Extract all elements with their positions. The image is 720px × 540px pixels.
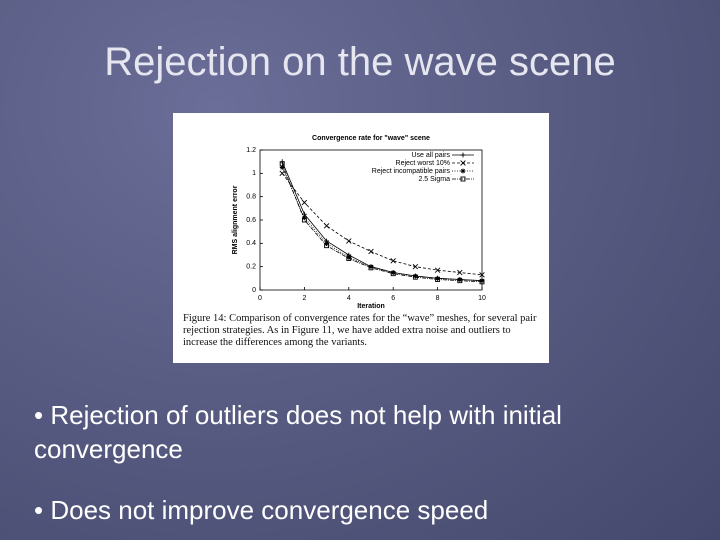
point bbox=[434, 267, 441, 273]
point bbox=[279, 170, 285, 177]
legend-label: Reject worst 10% bbox=[396, 160, 450, 167]
bullet: • Does not improve convergence speed bbox=[34, 495, 489, 525]
point bbox=[346, 254, 352, 260]
point bbox=[479, 272, 485, 278]
point bbox=[412, 274, 418, 280]
point bbox=[479, 279, 485, 285]
point bbox=[301, 217, 307, 223]
point bbox=[279, 161, 285, 167]
point bbox=[368, 248, 374, 255]
legend-label: 2.5 Sigma bbox=[418, 176, 450, 183]
legend-marker bbox=[460, 152, 466, 158]
point bbox=[390, 258, 396, 264]
x-axis-label: Iteration bbox=[357, 303, 385, 310]
series-line bbox=[281, 167, 483, 282]
x-tick-label: 0 bbox=[258, 295, 262, 302]
x-tick-label: 10 bbox=[478, 295, 486, 302]
legend-marker bbox=[460, 176, 466, 182]
point bbox=[457, 277, 463, 282]
point bbox=[479, 278, 485, 284]
point bbox=[390, 270, 396, 275]
point bbox=[390, 271, 396, 277]
y-tick-label: 0.6 bbox=[246, 217, 256, 224]
legend-label: Use all pairs bbox=[411, 152, 450, 159]
legend-label: Reject incompatible pairs bbox=[372, 168, 451, 175]
slide-title: Rejection on the wave scene bbox=[104, 40, 616, 84]
legend-marker bbox=[460, 168, 466, 174]
series-line bbox=[281, 163, 483, 283]
point bbox=[435, 277, 441, 282]
point bbox=[413, 273, 418, 279]
y-tick-label: 0.8 bbox=[246, 194, 256, 201]
point bbox=[435, 275, 440, 281]
y-tick-label: 0.2 bbox=[246, 264, 256, 271]
x-tick-label: 8 bbox=[436, 295, 440, 302]
point bbox=[323, 223, 330, 229]
point bbox=[346, 238, 352, 244]
chart: Convergence rate for "wave" scene Iterat… bbox=[232, 135, 486, 310]
x-tick-label: 6 bbox=[391, 295, 395, 302]
series-line bbox=[281, 173, 483, 276]
y-axis-label: RMS alignment error bbox=[232, 185, 239, 254]
point bbox=[412, 263, 419, 270]
point bbox=[346, 256, 352, 261]
y-tick-label: 0 bbox=[252, 287, 256, 294]
figure: Convergence rate for "wave" scene Iterat… bbox=[173, 113, 549, 363]
figure-caption: Figure 14: Comparison of convergence rat… bbox=[183, 313, 537, 348]
bullet: • Rejection of outliers does not help wi… bbox=[34, 400, 562, 464]
point bbox=[279, 165, 285, 170]
y-tick-label: 1 bbox=[252, 170, 256, 177]
point bbox=[368, 265, 374, 271]
chart-title: Convergence rate for "wave" scene bbox=[312, 135, 430, 142]
legend-marker bbox=[460, 160, 466, 166]
point bbox=[368, 264, 374, 270]
point bbox=[457, 269, 463, 276]
point bbox=[324, 243, 330, 249]
x-tick-label: 4 bbox=[347, 295, 351, 302]
x-tick-label: 2 bbox=[302, 295, 306, 302]
y-tick-label: 0.4 bbox=[246, 240, 256, 247]
point bbox=[301, 199, 308, 206]
series-line bbox=[281, 161, 483, 282]
y-tick-label: 1.2 bbox=[246, 147, 256, 154]
point bbox=[457, 278, 463, 284]
